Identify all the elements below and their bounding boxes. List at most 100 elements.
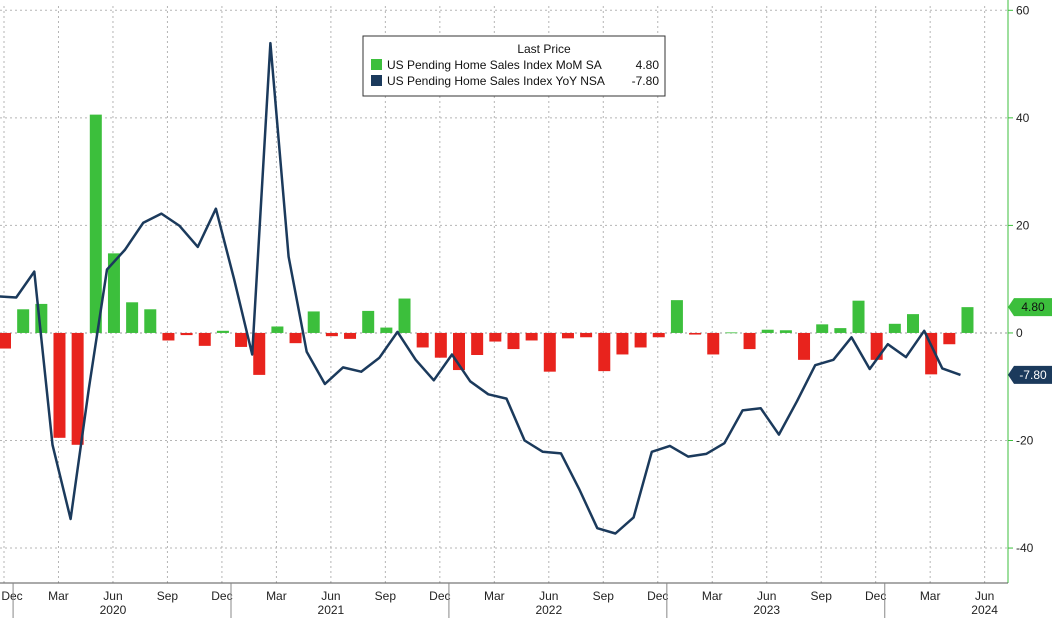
x-month-label: Jun: [321, 589, 340, 603]
legend-title: Last Price: [517, 42, 571, 56]
x-month-label: Dec: [1, 589, 22, 603]
bar: [489, 332, 502, 342]
bar: [652, 332, 665, 338]
bar: [471, 332, 484, 355]
bar: [779, 330, 792, 333]
bar: [107, 253, 120, 333]
bar: [434, 332, 447, 358]
line-series-layer: [0, 41, 961, 535]
x-year-label: 2021: [318, 603, 345, 617]
bar: [852, 300, 865, 333]
bar: [235, 332, 248, 347]
x-month-label: Dec: [211, 589, 232, 603]
legend-swatch: [371, 59, 382, 70]
x-year-label: 2022: [535, 603, 562, 617]
y-tick-label: -40: [1016, 541, 1034, 555]
bar: [798, 332, 811, 360]
x-month-label: Mar: [702, 589, 723, 603]
y-tick-label: 40: [1016, 111, 1030, 125]
bar: [834, 328, 847, 333]
bar: [180, 332, 193, 336]
bar: [961, 307, 974, 333]
last-value-badges: 4.80 -7.80: [1008, 298, 1052, 384]
bar: [616, 332, 629, 355]
last-value-badge-label: 4.80: [1021, 300, 1045, 314]
x-month-label: Dec: [429, 589, 450, 603]
last-value-badge-label: -7.80: [1019, 368, 1047, 382]
bar: [380, 327, 393, 333]
x-month-label: Mar: [484, 589, 505, 603]
x-month-label: Sep: [157, 589, 179, 603]
bar: [398, 298, 411, 333]
bar: [271, 326, 284, 333]
bar: [743, 332, 756, 350]
bar: [598, 332, 611, 372]
bar: [162, 332, 175, 341]
x-year-label: 2024: [971, 603, 998, 617]
bar: [253, 332, 266, 375]
x-month-label: Dec: [865, 589, 886, 603]
bar: [888, 323, 901, 333]
bar: [816, 324, 829, 333]
bar: [0, 332, 11, 349]
bar: [725, 332, 738, 334]
x-month-label: Sep: [593, 589, 615, 603]
x-month-label: Jun: [103, 589, 122, 603]
bar: [362, 310, 375, 333]
x-month-label: Mar: [48, 589, 69, 603]
x-month-label: Jun: [975, 589, 994, 603]
x-year-label: 2020: [100, 603, 127, 617]
bar: [289, 332, 302, 344]
bar: [634, 332, 647, 348]
legend-box: [362, 35, 666, 97]
bar-series-layer: [0, 114, 974, 445]
y-tick-label: 0: [1016, 326, 1023, 340]
bar: [707, 332, 720, 355]
bar: [943, 332, 956, 345]
legend-series-name: US Pending Home Sales Index YoY NSA: [387, 74, 605, 88]
x-month-label: Mar: [920, 589, 941, 603]
bar: [525, 332, 538, 341]
last-value-badge: [1008, 298, 1052, 317]
bar: [907, 314, 919, 333]
last-value-badge: [1008, 365, 1052, 384]
x-month-label: Mar: [266, 589, 287, 603]
yoy-line: [0, 41, 961, 535]
bar: [416, 332, 429, 348]
bar: [870, 332, 883, 360]
legend-series-value: 4.80: [636, 58, 660, 72]
bar: [198, 332, 211, 346]
legend: Last Price US Pending Home Sales Index Mo…: [362, 35, 666, 97]
bar: [925, 332, 938, 375]
legend-series-name: US Pending Home Sales Index MoM SA: [387, 58, 602, 72]
bar: [580, 332, 593, 338]
bar: [761, 329, 774, 333]
bar: [325, 332, 338, 337]
x-year-label: 2023: [753, 603, 780, 617]
x-month-label: Jun: [757, 589, 776, 603]
y-tick-label: 20: [1016, 218, 1030, 232]
x-month-label: Jun: [539, 589, 558, 603]
bar: [17, 309, 30, 333]
bar: [507, 332, 520, 350]
legend-series-value: -7.80: [632, 74, 660, 88]
bar: [689, 332, 702, 335]
bar: [307, 311, 320, 333]
legend-swatch: [371, 75, 382, 86]
bar: [216, 330, 229, 333]
bar: [543, 332, 556, 372]
bar: [126, 302, 139, 333]
bar: [670, 300, 683, 333]
x-month-label: Sep: [375, 589, 397, 603]
x-month-label: Dec: [647, 589, 668, 603]
y-tick-label: 60: [1016, 3, 1030, 17]
bar: [561, 332, 574, 339]
bar: [71, 332, 84, 445]
bar: [344, 332, 357, 339]
y-tick-label: -20: [1016, 433, 1034, 447]
x-month-label: Sep: [811, 589, 833, 603]
bar: [89, 114, 102, 333]
